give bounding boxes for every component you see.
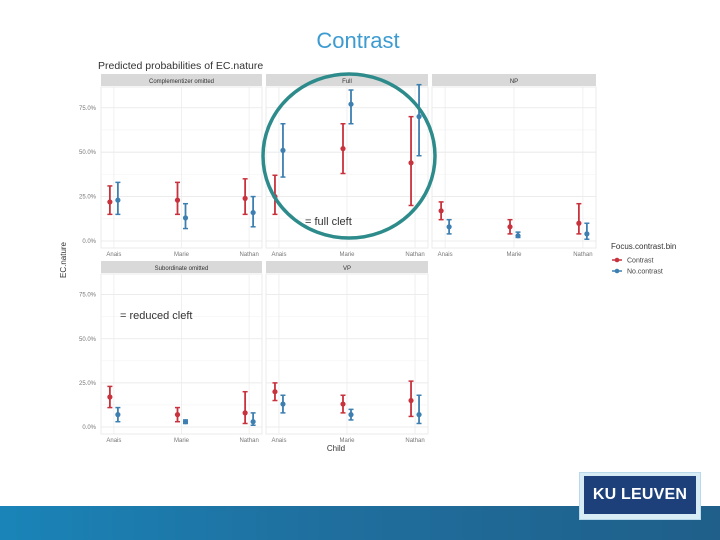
facet-panel-3: Subordinate omitted 0.0% 25.0% 50.0% 75.0% An… bbox=[79, 261, 263, 444]
data-point bbox=[340, 401, 346, 407]
x-tick-label: Marie bbox=[339, 438, 355, 444]
data-point bbox=[272, 389, 278, 395]
panel-title: Complementizer omitted bbox=[149, 79, 214, 85]
data-point bbox=[250, 209, 256, 216]
x-tick-label: Anais bbox=[271, 438, 286, 444]
x-tick-label: Marie bbox=[174, 438, 190, 444]
x-tick-label: Nathan bbox=[239, 252, 258, 258]
x-tick-label: Nathan bbox=[239, 438, 258, 444]
data-point bbox=[340, 146, 346, 152]
y-tick-label: 50.0% bbox=[79, 150, 97, 156]
ku-leuven-logo: KU LEUVEN bbox=[584, 476, 696, 514]
x-tick-label: Anais bbox=[106, 252, 121, 258]
panel-title: VP bbox=[343, 266, 351, 272]
x-tick-label: Marie bbox=[339, 252, 355, 258]
data-point bbox=[107, 394, 113, 400]
legend-label: Contrast bbox=[627, 258, 654, 265]
x-axis-label: Child bbox=[327, 444, 345, 453]
data-point bbox=[174, 197, 181, 203]
data-point bbox=[348, 101, 354, 107]
x-tick-label: Nathan bbox=[405, 438, 424, 444]
y-tick-label: 25.0% bbox=[79, 195, 97, 201]
data-point bbox=[182, 215, 189, 221]
legend-swatch bbox=[614, 257, 620, 263]
legend-title: Focus.contrast.bin bbox=[611, 242, 676, 251]
legend-swatch bbox=[614, 268, 620, 274]
panel-title: NP bbox=[510, 79, 518, 85]
y-tick-label: 0.0% bbox=[82, 425, 96, 431]
slide-title: Contrast bbox=[316, 28, 400, 53]
facet-panel-4: VP Anais Marie Nathan bbox=[265, 261, 429, 444]
facet-panel-2: NP Anais Marie Nathan bbox=[431, 74, 597, 258]
data-point bbox=[408, 397, 414, 404]
chart-panels: Complementizer omitted 0.0% 25.0% 50.0% 75.0… bbox=[79, 74, 597, 444]
data-point bbox=[242, 410, 248, 416]
facet-panel-0: Complementizer omitted 0.0% 25.0% 50.0% 75.0… bbox=[79, 74, 263, 258]
data-point bbox=[182, 419, 189, 425]
data-point bbox=[250, 419, 256, 425]
data-point bbox=[416, 114, 422, 120]
reduced-cleft-annotation: = reduced cleft bbox=[120, 310, 192, 322]
x-tick-label: Anais bbox=[271, 252, 286, 258]
highlight-circle bbox=[261, 72, 437, 240]
data-point bbox=[348, 412, 354, 418]
y-tick-label: 50.0% bbox=[79, 337, 97, 343]
data-point bbox=[507, 224, 513, 230]
legend-label: No.contrast bbox=[627, 269, 663, 276]
full-cleft-annotation: = full cleft bbox=[305, 216, 352, 228]
data-point bbox=[107, 199, 113, 205]
panel-strip bbox=[101, 261, 262, 273]
x-tick-label: Anais bbox=[438, 252, 453, 258]
data-point bbox=[416, 412, 422, 418]
data-point bbox=[280, 401, 286, 407]
x-tick-label: Nathan bbox=[573, 252, 592, 258]
y-tick-label: 25.0% bbox=[79, 381, 97, 387]
data-point bbox=[584, 231, 590, 237]
data-point bbox=[174, 412, 181, 418]
x-tick-label: Anais bbox=[106, 438, 121, 444]
data-point bbox=[408, 160, 414, 166]
data-point bbox=[242, 195, 248, 201]
y-tick-label: 75.0% bbox=[79, 106, 97, 112]
data-point bbox=[576, 220, 582, 226]
y-axis-label: EC.nature bbox=[59, 241, 68, 278]
data-point bbox=[280, 147, 286, 153]
data-point bbox=[446, 224, 452, 230]
data-point bbox=[438, 208, 444, 214]
x-tick-label: Marie bbox=[174, 252, 190, 258]
panel-title: Full bbox=[342, 79, 352, 85]
x-tick-label: Nathan bbox=[405, 252, 424, 258]
panel-title: Subordinate omitted bbox=[155, 266, 209, 272]
x-tick-label: Marie bbox=[506, 252, 522, 258]
data-point bbox=[115, 412, 121, 418]
panel-strip bbox=[101, 74, 262, 86]
chart-title: Predicted probabilities of EC.nature bbox=[98, 60, 263, 72]
chart-legend: Focus.contrast.bin Contrast No.contrast bbox=[611, 242, 676, 276]
panel-strip bbox=[432, 74, 596, 86]
panel-strip bbox=[266, 261, 428, 273]
facet-panel-1: Full Anais Marie Nathan bbox=[265, 74, 429, 258]
y-tick-label: 75.0% bbox=[79, 293, 97, 299]
data-point bbox=[515, 233, 521, 239]
data-point bbox=[115, 197, 121, 203]
y-tick-label: 0.0% bbox=[82, 239, 96, 245]
